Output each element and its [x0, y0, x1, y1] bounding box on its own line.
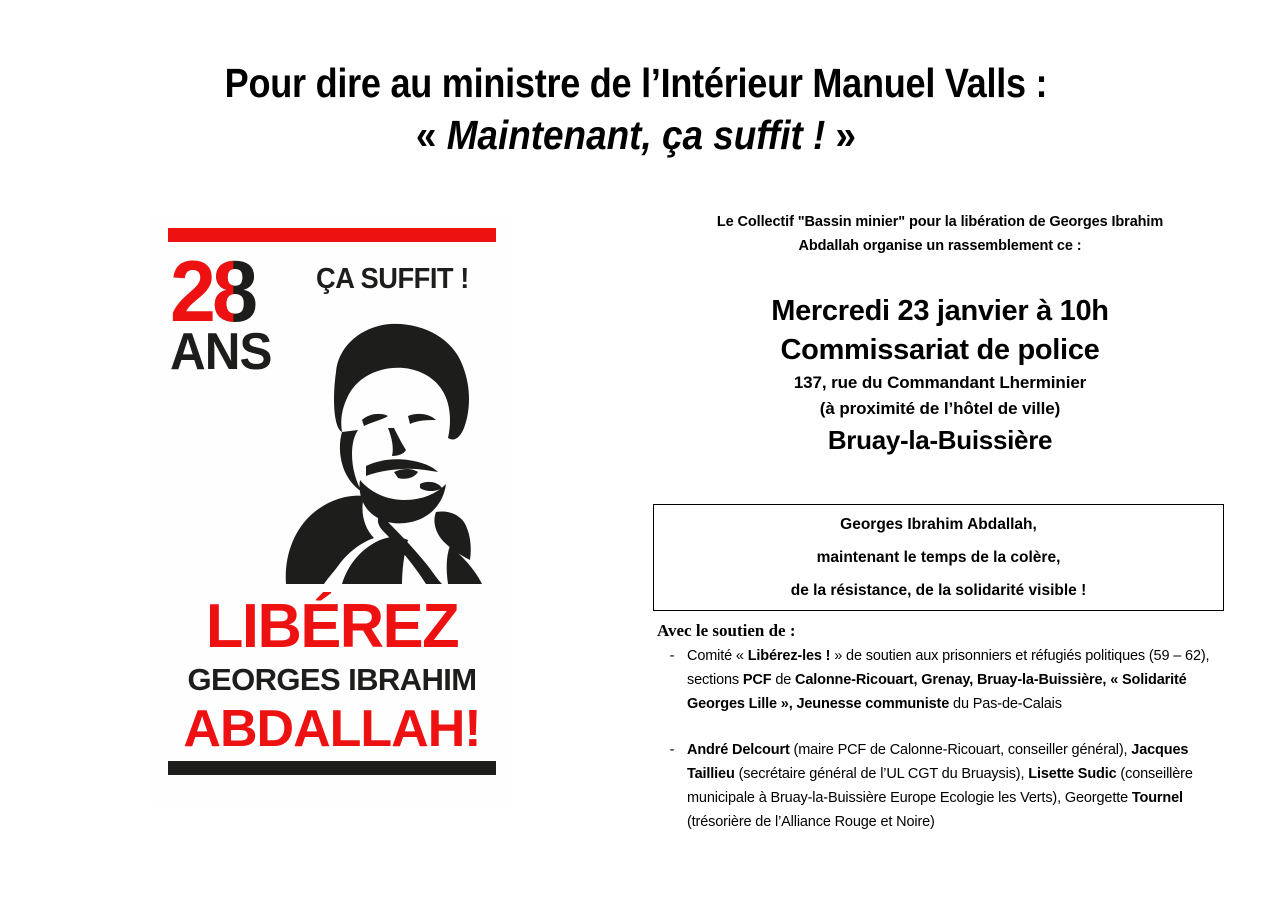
poster-years-number: 288 — [170, 249, 258, 335]
poster-years-block: 288 ANS ÇA SUFFIT ! — [168, 249, 496, 378]
announcement-column: Le Collectif "Bassin minier" pour la lib… — [650, 210, 1230, 458]
title-quote-close: » — [825, 112, 857, 158]
slogan-line-2: maintenant le temps de la colère, — [816, 549, 1061, 566]
title-line-1: Pour dire au ministre de l’Intérieur Man… — [224, 60, 1048, 106]
poster-slogan-top: ÇA SUFFIT ! — [316, 263, 469, 295]
slogan-line-1: Georges Ibrahim Abdallah, — [840, 516, 1037, 533]
portrait-stencil-icon — [276, 316, 498, 584]
poster-content: 288 ANS ÇA SUFFIT ! — [168, 228, 496, 788]
slogan-box: Georges Ibrahim Abdallah, maintenant le … — [653, 504, 1224, 611]
supporters-heading: Avec le soutien de : — [657, 621, 796, 640]
poster-top-red-bar — [168, 228, 496, 242]
supporters-list-item: - André Delcourt (maire PCF de Calonne-R… — [657, 738, 1237, 834]
slogan-line-3: de la résistance, de la solidarité visib… — [790, 582, 1087, 599]
poster-surname-text: ABDALLAH! — [183, 700, 481, 758]
supporters-section: Avec le soutien de : - Comité « Libérez-… — [657, 620, 1237, 834]
page-title: Pour dire au ministre de l’Intérieur Man… — [0, 58, 1272, 162]
title-quote-open: « — [415, 112, 447, 158]
supporters-item-text: André Delcourt (maire PCF de Calonne-Ric… — [687, 742, 1193, 830]
event-date: Mercredi 23 janvier à 10h — [771, 295, 1109, 327]
poster-bottom-black-bar — [168, 761, 496, 775]
protest-poster-image: 288 ANS ÇA SUFFIT ! — [150, 212, 512, 806]
intro-line-1: Le Collectif "Bassin minier" pour la lib… — [716, 214, 1164, 230]
event-address-note: (à proximité de l’hôtel de ville) — [819, 399, 1061, 418]
title-line-2: « Maintenant, ça suffit ! » — [64, 108, 1209, 162]
bullet-dash-icon: - — [669, 648, 675, 664]
event-address: 137, rue du Commandant Lherminier — [793, 373, 1087, 392]
event-place: Commissariat de police — [780, 334, 1100, 366]
poster-name-text: GEORGES IBRAHIM — [187, 662, 478, 697]
event-details: Mercredi 23 janvier à 10h Commissariat d… — [650, 292, 1230, 458]
supporters-list-item: - Comité « Libérez-les ! » de soutien au… — [657, 644, 1237, 716]
digit-eight-red-half: 8 — [212, 250, 233, 334]
digit-eight-black: 8 — [212, 244, 258, 340]
event-city: Bruay-la-Buissière — [827, 425, 1053, 455]
poster-liberez-text: LIBÉREZ — [205, 592, 460, 661]
title-slogan: Maintenant, ça suffit ! — [446, 112, 826, 158]
digit-eight: 88 — [212, 249, 258, 335]
supporters-item-text: Comité « Libérez-les ! » de soutien aux … — [687, 648, 1210, 712]
digit-two: 2 — [170, 244, 216, 340]
intro-paragraph: Le Collectif "Bassin minier" pour la lib… — [650, 210, 1230, 258]
intro-line-2: Abdallah organise un rassemblement ce : — [798, 238, 1082, 254]
poster-years-word: ANS — [170, 323, 272, 381]
bullet-dash-icon: - — [669, 742, 675, 758]
